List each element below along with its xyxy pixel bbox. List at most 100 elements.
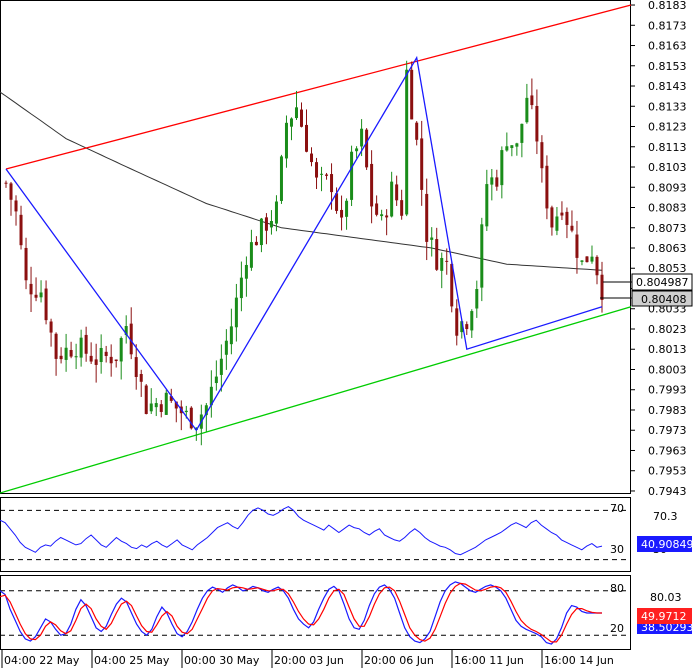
candle-bear xyxy=(325,174,329,176)
candle-bull xyxy=(475,289,479,309)
stochastic-main-line xyxy=(0,581,602,645)
candle-bull xyxy=(580,260,584,262)
candle-bear xyxy=(595,256,599,276)
candle-bull xyxy=(194,427,198,430)
price-tag-lower-text: 0.80408 xyxy=(641,293,687,306)
candle-bull xyxy=(294,107,298,119)
candle-bull xyxy=(209,386,213,406)
candle-bear xyxy=(305,124,309,152)
candle-bull xyxy=(214,376,218,384)
stoch-value-tag-main: 49.9712 xyxy=(637,608,692,624)
rsi-value-tag-text: 40.90849 xyxy=(641,538,694,551)
candle-bull xyxy=(525,97,529,123)
candle-bear xyxy=(335,193,339,211)
price-axis-label: 0.8153 xyxy=(648,60,687,73)
candle-bear xyxy=(54,333,58,359)
candle-bear xyxy=(94,359,98,365)
price-axis-label: 0.8133 xyxy=(648,100,687,113)
candle-bull xyxy=(244,264,248,279)
moving-average-line xyxy=(0,91,603,271)
candle-bull xyxy=(390,181,394,217)
price-axis-label: 0.8083 xyxy=(648,202,687,215)
stochastic-panel-frame xyxy=(0,575,631,650)
candle-bear xyxy=(310,153,314,163)
candle-bear xyxy=(535,105,539,142)
candle-bear xyxy=(570,225,574,231)
candle-bull xyxy=(520,123,524,143)
candle-bull xyxy=(470,311,474,331)
stoch-level-80-label: 80 xyxy=(610,582,624,595)
time-axis-label: 04:00 25 May xyxy=(94,654,170,667)
candle-bear xyxy=(495,177,499,187)
candle-bull xyxy=(289,118,293,127)
candle-bear xyxy=(415,122,419,140)
candle-bull xyxy=(39,292,43,298)
candle-bull xyxy=(249,242,253,268)
candle-bull xyxy=(480,224,484,288)
price-tag-upper-text: 0.804987 xyxy=(636,276,689,289)
candle-bull xyxy=(184,410,188,413)
candle-bull xyxy=(485,184,489,227)
price-axis-label: 0.7993 xyxy=(648,384,687,397)
upper-channel-line xyxy=(5,4,632,170)
candle-bear xyxy=(44,288,48,321)
candle-bull xyxy=(74,356,78,358)
stoch-value-tag-main-text: 49.9712 xyxy=(641,610,687,623)
stochastic-plot-area xyxy=(0,581,631,645)
candle-bear xyxy=(114,359,118,361)
candle-bear xyxy=(24,247,28,281)
candle-bear xyxy=(109,356,113,364)
candle-bull xyxy=(460,321,464,333)
candle-bear xyxy=(34,294,38,298)
candle-bear xyxy=(254,241,258,246)
candle-bear xyxy=(69,349,73,357)
candle-bull xyxy=(505,146,509,151)
time-axis-label: 20:00 06 Jun xyxy=(364,654,434,667)
price-axis-label: 0.7943 xyxy=(648,485,687,498)
candle-bear xyxy=(370,163,374,207)
candle-bear xyxy=(104,351,108,357)
candle-bear xyxy=(530,95,534,106)
candle-bear xyxy=(169,396,173,401)
price-axis-label: 0.8023 xyxy=(648,323,687,336)
time-axis-label: 20:00 03 Jun xyxy=(274,654,344,667)
candle-bear xyxy=(400,200,404,216)
candle-bear xyxy=(425,193,429,242)
price-axis-label: 0.8003 xyxy=(648,363,687,376)
candle-bull xyxy=(259,218,263,246)
price-axis-label: 0.8103 xyxy=(648,161,687,174)
candle-bear xyxy=(315,162,319,178)
price-axis-label: 0.7963 xyxy=(648,444,687,457)
candle-bear xyxy=(29,283,33,295)
candle-bear xyxy=(159,404,163,412)
price-axis-label: 0.8123 xyxy=(648,121,687,134)
candle-bear xyxy=(9,183,13,200)
price-tag-lower: 0.80408 xyxy=(600,290,693,307)
rsi-axis-70-label: 70.3 xyxy=(653,510,678,523)
candle-bear xyxy=(84,334,88,354)
candle-bull xyxy=(320,173,324,175)
candle-bull xyxy=(430,237,434,240)
candle-bull xyxy=(64,347,68,360)
candle-bull xyxy=(164,392,168,415)
rsi-value-tag: 40.90849 xyxy=(637,536,694,552)
candle-bull xyxy=(350,151,354,200)
candle-bear xyxy=(450,263,454,307)
price-axis-label: 0.8013 xyxy=(648,343,687,356)
candle-bear xyxy=(14,200,18,212)
candle-bull xyxy=(124,326,128,336)
candle-bull xyxy=(219,358,223,375)
candle-bear xyxy=(445,260,449,262)
candle-bear xyxy=(375,203,379,215)
lower-channel-line xyxy=(0,306,632,494)
candle-bull xyxy=(284,122,288,159)
candle-bear xyxy=(565,211,569,225)
price-axis-label: 0.8073 xyxy=(648,222,687,235)
candle-bear xyxy=(59,355,63,360)
candle-bear xyxy=(49,321,53,333)
candle-bear xyxy=(134,357,138,377)
candle-bear xyxy=(144,385,148,414)
candle-bull xyxy=(515,143,519,147)
